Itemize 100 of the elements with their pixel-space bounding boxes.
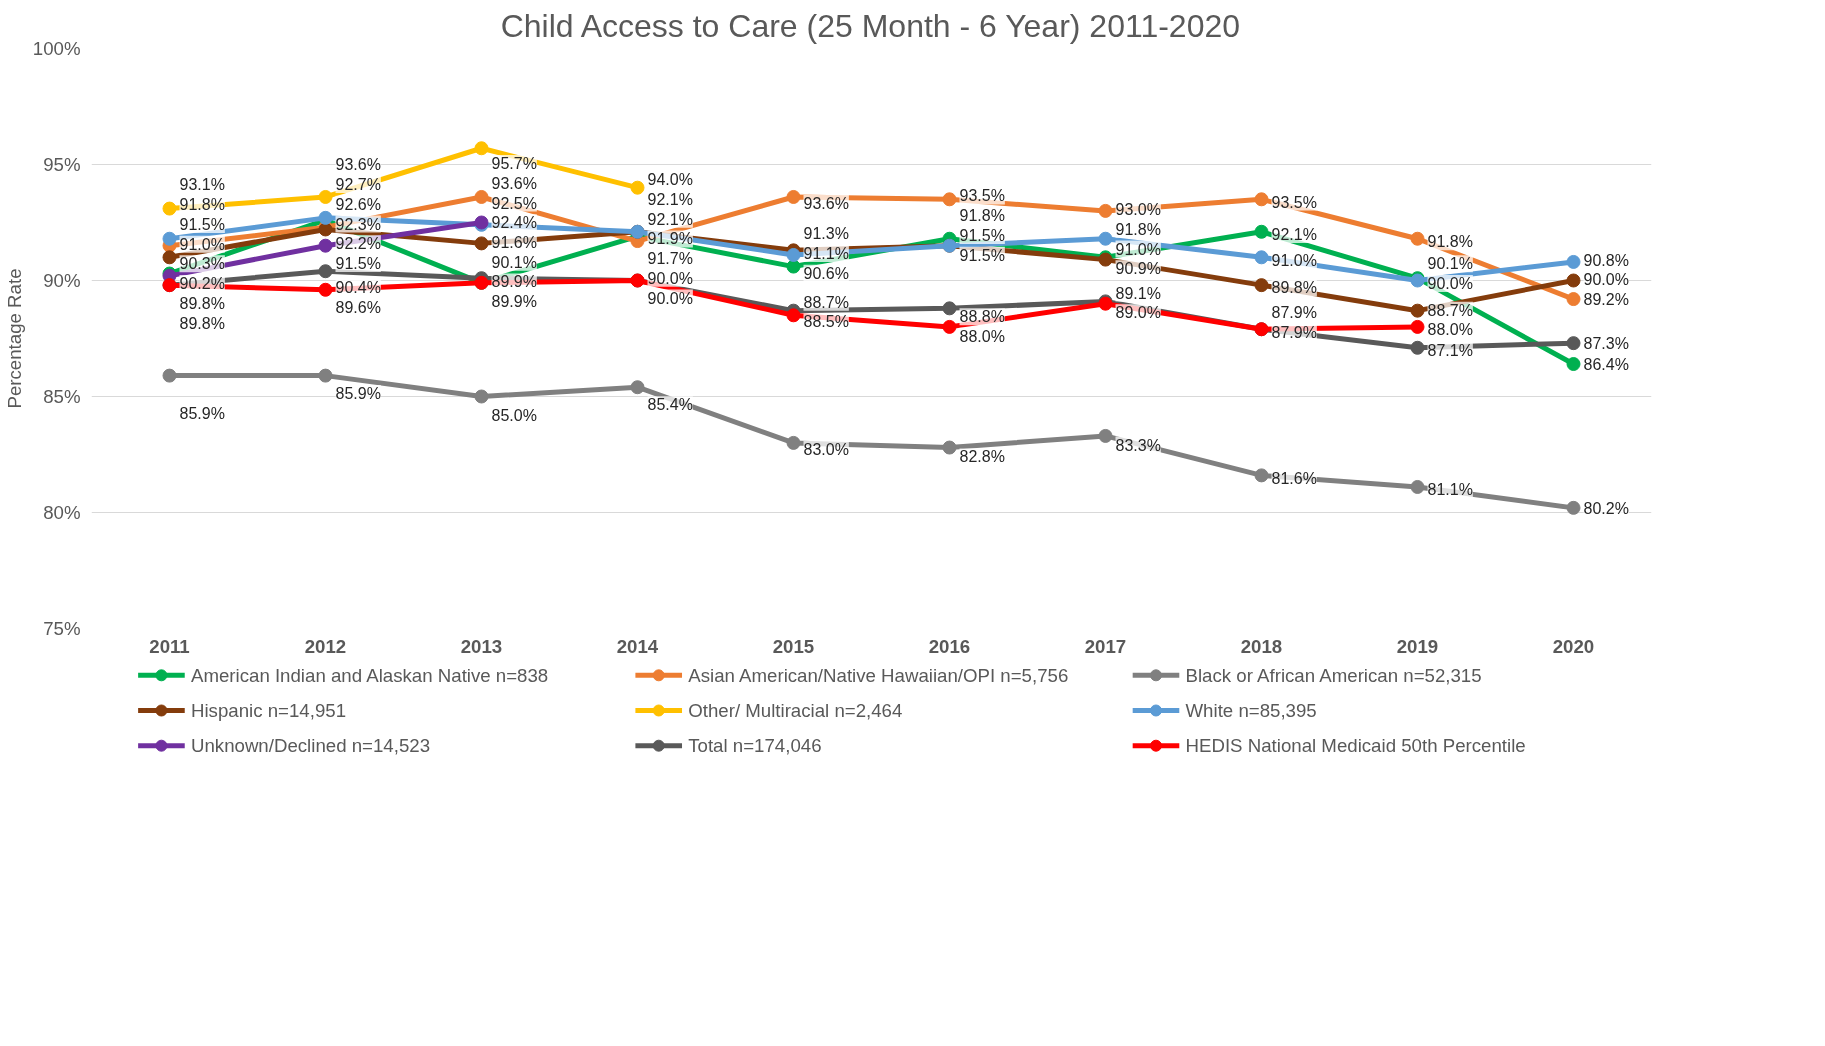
chart-title: Child Access to Care (25 Month - 6 Year) 2011-2020 (500, 7, 1241, 44)
data-label: 91.8% (179, 196, 225, 214)
data-label: 85.4% (647, 396, 693, 414)
data-label: 94.0% (647, 171, 693, 189)
data-label: 92.1% (647, 190, 693, 208)
data-label: 90.0% (647, 289, 693, 307)
data-label: 88.8% (959, 308, 1005, 326)
data-label: 87.1% (1427, 342, 1473, 360)
data-label: 89.1% (1115, 284, 1161, 302)
data-label: 90.0% (1427, 274, 1473, 292)
y-tick-label: 100% (32, 38, 81, 59)
data-label: 92.5% (491, 194, 537, 212)
data-label: 91.5% (959, 226, 1005, 244)
data-label: 90.8% (1583, 251, 1629, 269)
x-tick-label: 2015 (772, 635, 815, 657)
data-label: 91.8% (1427, 233, 1473, 251)
x-tick-label: 2014 (616, 635, 659, 657)
data-label: 81.6% (1271, 469, 1317, 487)
legend-label: Black or African American n=52,315 (1185, 664, 1482, 686)
data-label: 91.0% (1271, 251, 1317, 269)
data-label: 91.0% (1115, 240, 1161, 258)
data-label: 93.6% (335, 156, 381, 174)
x-tick-label: 2019 (1396, 635, 1439, 657)
data-label: 90.3% (179, 255, 225, 273)
data-label: 83.3% (1115, 436, 1161, 454)
data-label: 91.7% (647, 250, 693, 268)
data-label: 91.5% (335, 254, 381, 272)
data-label: 89.0% (1115, 304, 1161, 322)
data-label: 87.9% (1271, 303, 1317, 321)
data-label: 90.2% (179, 275, 225, 293)
data-label: 90.1% (491, 253, 537, 271)
data-label: 93.5% (959, 187, 1005, 205)
data-label: 90.9% (1115, 260, 1161, 278)
data-label: 92.1% (647, 210, 693, 228)
data-label: 90.0% (1583, 271, 1629, 289)
legend-label: Hispanic n=14,951 (190, 700, 347, 721)
data-label: 91.8% (959, 207, 1005, 225)
data-label: 90.6% (803, 264, 849, 282)
data-label: 89.8% (179, 294, 225, 312)
data-label: 91.5% (959, 246, 1005, 264)
x-tick-label: 2012 (304, 635, 347, 657)
data-label: 83.0% (803, 441, 849, 459)
legend-label: HEDIS National Medicaid 50th Percentile (1185, 735, 1526, 757)
y-tick-label: 80% (43, 502, 81, 523)
data-label: 91.1% (803, 244, 849, 262)
y-axis-title: Percentage Rate (3, 268, 25, 409)
data-label: 88.0% (959, 327, 1005, 345)
legend-label: White n=85,395 (1185, 700, 1317, 721)
data-label: 86.4% (1583, 356, 1629, 374)
legend-label: American Indian and Alaskan Native n=838 (190, 664, 549, 686)
x-tick-label: 2011 (149, 635, 190, 657)
x-tick-label: 2013 (460, 635, 503, 657)
data-label: 85.9% (179, 405, 225, 423)
data-label: 93.0% (1115, 201, 1161, 219)
x-tick-label: 2016 (928, 635, 971, 657)
data-label: 91.0% (179, 235, 225, 253)
data-label: 91.9% (647, 230, 693, 248)
data-label: 95.7% (491, 155, 537, 173)
data-label: 88.5% (803, 313, 849, 331)
data-label: 91.6% (491, 233, 537, 251)
data-label: 92.3% (335, 215, 381, 233)
data-label: 89.6% (335, 299, 381, 317)
legend-label: Unknown/Declined n=14,523 (190, 735, 431, 757)
data-label: 89.9% (491, 293, 537, 311)
data-label: 90.0% (647, 269, 693, 287)
x-tick-label: 2017 (1084, 635, 1127, 657)
data-label: 92.4% (491, 214, 537, 232)
data-label: 93.6% (491, 174, 537, 192)
data-label: 93.5% (1271, 193, 1317, 211)
legend-label: Other/ Multiracial n=2,464 (688, 700, 903, 721)
data-label: 93.6% (803, 195, 849, 213)
data-label: 89.9% (491, 273, 537, 291)
data-label: 87.3% (1583, 335, 1629, 353)
data-label: 89.8% (1271, 279, 1317, 297)
data-label: 81.1% (1427, 481, 1473, 499)
x-tick-label: 2020 (1552, 635, 1595, 657)
data-label: 89.8% (179, 314, 225, 332)
legend-label: Total n=174,046 (688, 735, 822, 757)
data-label: 91.8% (1115, 220, 1161, 238)
x-tick-label: 2018 (1240, 635, 1283, 657)
data-label: 92.6% (335, 195, 381, 213)
data-label: 88.7% (1427, 301, 1473, 319)
legend-label: Asian American/Native Hawaiian/OPI n=5,756 (688, 664, 1069, 686)
data-label: 92.7% (335, 176, 381, 194)
y-tick-label: 75% (43, 618, 81, 639)
data-label: 85.9% (335, 384, 381, 402)
data-label: 80.2% (1583, 499, 1629, 517)
data-label: 91.5% (179, 215, 225, 233)
y-tick-label: 85% (43, 386, 81, 407)
data-label: 88.7% (803, 293, 849, 311)
data-label: 91.3% (803, 225, 849, 243)
data-label: 89.2% (1583, 291, 1629, 309)
data-label: 92.1% (1271, 226, 1317, 244)
data-label: 87.9% (1271, 323, 1317, 341)
data-label: 88.0% (1427, 321, 1473, 339)
data-label: 82.8% (959, 448, 1005, 466)
data-label: 90.4% (335, 279, 381, 297)
y-tick-label: 95% (43, 154, 81, 175)
y-tick-label: 90% (43, 270, 81, 291)
data-label: 93.1% (179, 176, 225, 194)
